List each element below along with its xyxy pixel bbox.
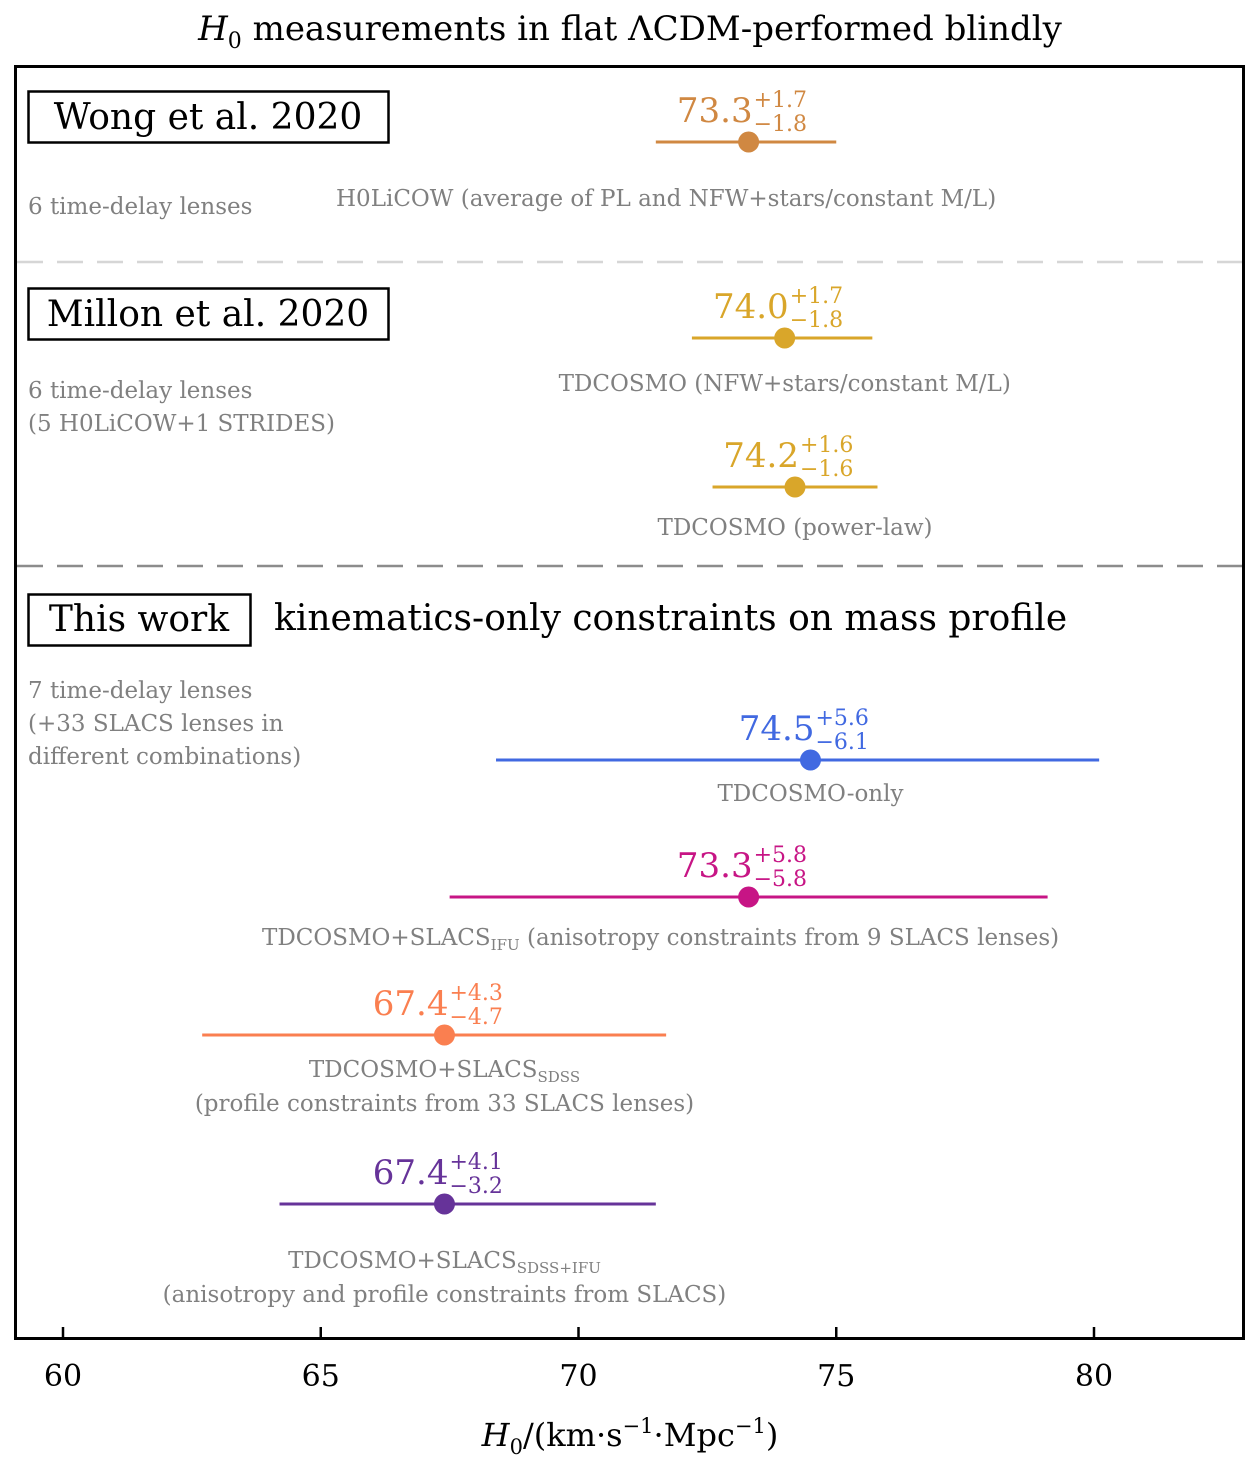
xlabel-end: ) [766, 1416, 778, 1454]
xlabel-rest: /(km·s [523, 1416, 623, 1454]
x-tick-label: 80 [1075, 1359, 1113, 1394]
data-point [774, 327, 796, 349]
error-plus-label: +1.7 [754, 88, 807, 113]
group-label-box [27, 287, 390, 341]
error-plus-label: +1.7 [790, 284, 843, 309]
data-point [433, 1024, 455, 1046]
error-minus-label: −1.8 [790, 308, 843, 333]
measurement-1: 73.3 +1.7−1.8 H0LiCOW (average of PL and N… [336, 88, 996, 212]
error-minus-label: −4.7 [449, 1005, 502, 1030]
data-point [784, 476, 806, 498]
xlabel-exp1: −1 [623, 1414, 654, 1438]
data-point [799, 749, 821, 771]
group-note: different combinations) [28, 744, 301, 770]
group-note: (5 H0LiCOW+1 STRIDES) [28, 411, 335, 437]
value-label: 73.3 [677, 91, 753, 131]
group-this-work: This work kinematics-only constraints on… [27, 593, 1067, 770]
error-minus-label: −1.8 [754, 112, 807, 137]
value-label: 74.2 [723, 436, 799, 476]
measurement-2: 74.0 +1.7−1.8 TDCOSMO (NFW+stars/constant … [559, 284, 1011, 397]
measurement-6: 67.4 +4.3−4.7 TDCOSMO+SLACSSDSS (profile co… [195, 981, 694, 1117]
group-note: (+33 SLACS lenses in [28, 711, 284, 737]
x-axis: 60 65 70 75 80 [44, 1327, 1113, 1394]
error-minus-label: −5.8 [754, 867, 807, 892]
xlabel-exp2: −1 [735, 1414, 766, 1438]
xlabel-h: H [481, 1416, 511, 1454]
value-label: 74.0 [713, 287, 789, 327]
measurement-label: (anisotropy and profile constraints from… [163, 1282, 727, 1308]
data-point [738, 131, 760, 153]
group-note: 6 time-delay lenses [28, 378, 252, 404]
chart-title: H0 measurements in flat ΛCDM-performed b… [197, 9, 1063, 54]
error-minus-label: −3.2 [449, 1174, 502, 1199]
error-minus-label: −1.6 [800, 457, 853, 482]
measurement-4: 74.5 +5.6−6.1 TDCOSMO-only [496, 706, 1100, 807]
value-label: 67.4 [373, 984, 449, 1024]
group-header: kinematics-only constraints on mass prof… [274, 598, 1067, 639]
measurement-label: (profile constraints from 33 SLACS lense… [195, 1091, 694, 1117]
error-plus-label: +5.6 [815, 706, 868, 731]
measurement-label: TDCOSMO-only [717, 781, 903, 807]
group-note: 7 time-delay lenses [28, 678, 252, 704]
error-plus-label: +4.1 [449, 1150, 502, 1175]
group-wong: Wong et al. 2020 6 time-delay lenses [27, 90, 390, 220]
measurement-5: 73.3 +5.8−5.8 TDCOSMO+SLACSIFU (anisotropy… [262, 843, 1059, 954]
measurement-label: H0LiCOW (average of PL and NFW+stars/con… [336, 186, 996, 212]
title-h: H [197, 9, 229, 49]
group-note: 6 time-delay lenses [28, 194, 252, 220]
data-point [433, 1193, 455, 1215]
value-label: 73.3 [677, 846, 753, 886]
group-label: This work [49, 599, 230, 640]
title-rest: measurements in flat ΛCDM-performed blin… [242, 9, 1063, 49]
measurement-label: TDCOSMO (power-law) [657, 515, 932, 541]
x-axis-label: H0/(km·s−1·Mpc−1) [481, 1414, 779, 1459]
x-tick-label: 60 [44, 1359, 82, 1394]
error-plus-label: +1.6 [800, 433, 853, 458]
value-label: 74.5 [739, 709, 815, 749]
group-label: Wong et al. 2020 [54, 97, 363, 138]
group-label-box [27, 90, 390, 144]
title-sub: 0 [228, 29, 242, 54]
measurement-label: TDCOSMO+SLACSSDSS+IFU [288, 1248, 601, 1277]
x-tick-label: 75 [817, 1359, 855, 1394]
measurement-label: TDCOSMO+SLACSIFU (anisotropy constraints… [262, 925, 1059, 954]
x-tick-label: 70 [559, 1359, 597, 1394]
group-label: Millon et al. 2020 [47, 294, 369, 335]
measurement-label: TDCOSMO (NFW+stars/constant M/L) [559, 371, 1011, 397]
error-minus-label: −6.1 [815, 730, 868, 755]
group-label-box [27, 593, 252, 647]
plot-frame [14, 65, 1245, 1340]
data-point [738, 886, 760, 908]
measurement-3: 74.2 +1.6−1.6 TDCOSMO (power-law) [657, 433, 932, 541]
error-plus-label: +5.8 [754, 843, 807, 868]
xlabel-mid: ·Mpc [654, 1416, 735, 1454]
group-millon: Millon et al. 2020 6 time-delay lenses (… [27, 287, 390, 437]
value-label: 67.4 [373, 1153, 449, 1193]
xlabel-sub: 0 [510, 1435, 523, 1459]
measurement-7: 67.4 +4.1−3.2 TDCOSMO+SLACSSDSS+IFU (anisot… [163, 1150, 727, 1308]
error-plus-label: +4.3 [449, 981, 502, 1006]
x-tick-label: 65 [302, 1359, 340, 1394]
measurement-label: TDCOSMO+SLACSSDSS [309, 1057, 580, 1086]
